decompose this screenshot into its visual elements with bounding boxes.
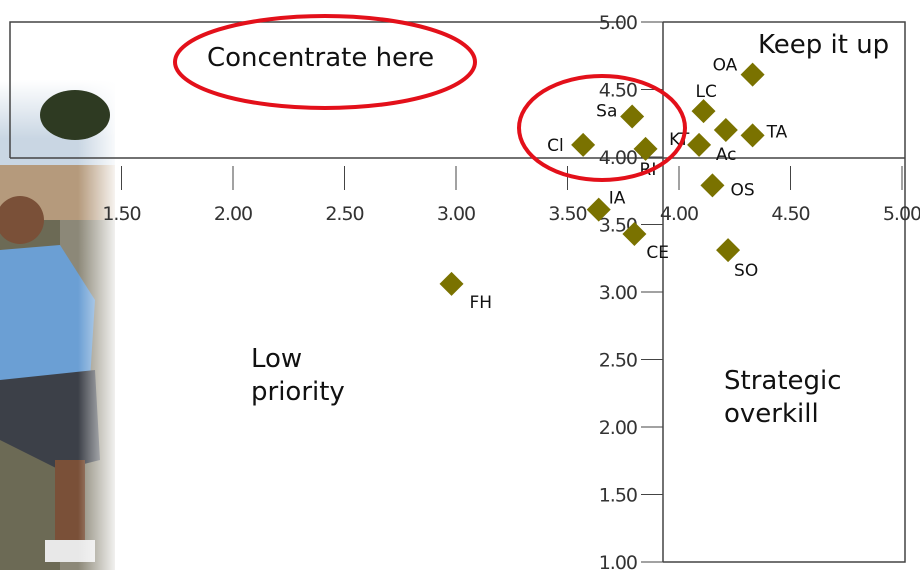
point-label: Ac (716, 145, 737, 165)
point-label: OA (713, 56, 738, 76)
point (620, 104, 645, 129)
point (687, 132, 712, 157)
frame (9, 21, 906, 563)
point (571, 132, 596, 157)
y-tick-label: 1.50 (599, 485, 637, 507)
point (633, 136, 658, 161)
point (691, 99, 716, 124)
highlight-ellipse (517, 74, 687, 182)
x-tick-label: 3.00 (437, 203, 475, 225)
point-label: FH (470, 293, 493, 313)
quadrant-label: priority (251, 377, 345, 407)
point-label: CE (646, 243, 669, 263)
x-tick-label: 1.50 (102, 203, 140, 225)
y-tick-label: 2.00 (599, 417, 637, 439)
point (700, 173, 725, 198)
quadrant-label: Strategic (724, 366, 842, 396)
point-label: Cl (547, 136, 564, 156)
point (439, 271, 464, 296)
point-label: LC (696, 82, 717, 102)
point-label: IA (609, 189, 626, 209)
x-tick-label: 4.50 (771, 203, 809, 225)
point-label: TA (766, 122, 788, 142)
point-label: SO (734, 261, 758, 281)
point-label: OS (730, 180, 754, 200)
photo (0, 80, 120, 570)
point (716, 238, 741, 263)
point (622, 221, 647, 246)
point-label: Sa (596, 102, 617, 122)
point (740, 123, 765, 148)
quadrant-label: overkill (724, 399, 819, 429)
x-tick-label: 5.00 (883, 203, 920, 225)
y-tick-label: 5.00 (599, 12, 637, 34)
point (713, 118, 738, 142)
quadrant-label: Concentrate here (207, 43, 434, 73)
point (586, 197, 611, 222)
x-tick-label: 2.50 (325, 203, 363, 225)
quadrant-label: Low (251, 344, 302, 374)
point (740, 62, 765, 87)
x-tick-label: 2.00 (214, 203, 252, 225)
y-tick-label: 3.00 (599, 282, 637, 304)
highlight-ellipse (173, 14, 477, 110)
x-tick-label: 3.50 (548, 203, 586, 225)
y-tick-label: 1.00 (599, 552, 637, 570)
quadrant-label: Keep it up (758, 30, 889, 60)
y-tick-label: 4.50 (599, 80, 637, 102)
y-tick-label: 2.50 (599, 350, 637, 372)
y-tick-label: 4.00 (599, 147, 637, 169)
x-tick-label: 4.00 (660, 203, 698, 225)
